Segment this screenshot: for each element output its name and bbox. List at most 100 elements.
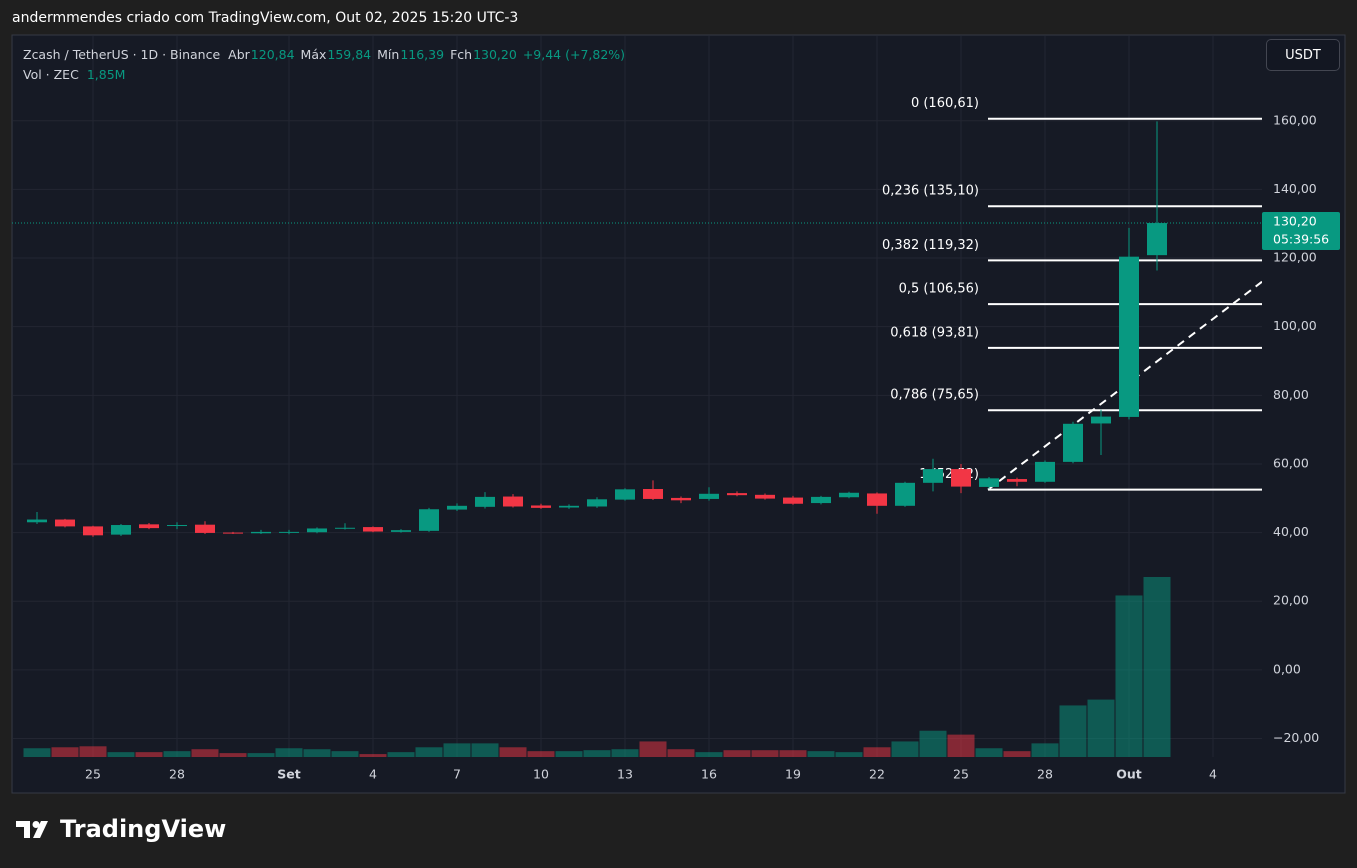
volume-bar — [779, 750, 807, 757]
candle-body — [447, 505, 467, 510]
volume-value: 1,85M — [86, 67, 126, 82]
candle-body — [503, 496, 523, 507]
candle-body — [139, 524, 159, 529]
y-tick-label: 60,00 — [1273, 455, 1309, 470]
volume-bar — [191, 749, 219, 757]
ohlc-key: Mín — [377, 47, 400, 62]
candle-body — [391, 530, 411, 532]
candle-body — [643, 488, 663, 499]
caption: andermmendes criado com TradingView.com,… — [12, 10, 518, 26]
volume-bar — [527, 751, 555, 757]
x-tick-label: 10 — [533, 767, 549, 782]
x-tick-label: 13 — [617, 767, 633, 782]
candle-body — [195, 524, 215, 533]
volume-bar — [1059, 705, 1087, 757]
candle-body — [811, 496, 831, 504]
candle-body — [1035, 461, 1055, 482]
y-tick-label: 80,00 — [1273, 387, 1309, 402]
x-tick-label: 4 — [1209, 767, 1217, 782]
volume-bar — [499, 747, 527, 757]
volume-bar — [583, 750, 611, 757]
candle-body — [559, 505, 579, 508]
legend-row: Zcash / TetherUS · 1D · Binance Abr120,84… — [23, 45, 631, 65]
volume-bar — [1031, 743, 1059, 757]
fib-label: 0,786 (75,65) — [890, 388, 979, 403]
change: +9,44 (+7,82%) — [522, 47, 626, 62]
volume-bar — [359, 754, 387, 757]
volume-bar — [135, 752, 163, 757]
volume-bar — [443, 743, 471, 757]
volume-bar — [1115, 595, 1143, 757]
candle-body — [951, 469, 971, 487]
candles — [27, 121, 1167, 537]
candle-body — [587, 499, 607, 507]
volume-bar — [975, 748, 1003, 757]
volume — [23, 576, 1171, 757]
y-tick-label: 160,00 — [1273, 112, 1317, 127]
volume-name: Vol · ZEC — [23, 67, 79, 82]
volume-bar — [835, 752, 863, 757]
volume-bar — [107, 752, 135, 757]
volume-bar — [387, 752, 415, 757]
candle-body — [1063, 423, 1083, 462]
volume-bar — [947, 734, 975, 757]
ohlc-value: 116,39 — [400, 47, 445, 62]
volume-bar — [79, 746, 107, 757]
candle-body — [167, 525, 187, 527]
candle-body — [1091, 416, 1111, 424]
x-tick-label: 19 — [785, 767, 801, 782]
ohlc-key: Fch — [450, 47, 473, 62]
volume-bar — [163, 751, 191, 757]
x-tick-label: 7 — [453, 767, 461, 782]
candle-body — [363, 527, 383, 532]
y-tick-label: −20,00 — [1273, 730, 1319, 745]
volume-bar — [1003, 751, 1031, 757]
legend-row: Vol · ZEC 1,85M — [23, 65, 631, 85]
ohlc-key: Máx — [300, 47, 327, 62]
x-tick-label: 28 — [1037, 767, 1053, 782]
ohlc-key: Abr — [228, 47, 250, 62]
brand-logo: TradingView — [16, 815, 226, 843]
y-tick-label: 100,00 — [1273, 318, 1317, 333]
volume-bar — [667, 749, 695, 757]
y-tick-label: 40,00 — [1273, 524, 1309, 539]
y-tick-label: 120,00 — [1273, 250, 1317, 265]
currency-button[interactable]: USDT — [1266, 39, 1340, 71]
volume-bar — [219, 753, 247, 757]
volume-bar — [331, 751, 359, 757]
candle-body — [223, 532, 243, 534]
candle-body — [727, 493, 747, 496]
x-tick-label: 25 — [953, 767, 969, 782]
volume-bar — [1143, 576, 1171, 757]
x-tick-label: Set — [277, 767, 300, 782]
volume-bar — [303, 749, 331, 757]
axes: 160,00140,00120,00100,0080,0060,0040,002… — [12, 112, 1340, 782]
volume-bar — [23, 748, 51, 757]
candle-body — [335, 527, 355, 529]
volume-bar — [471, 743, 499, 757]
candle-body — [475, 496, 495, 507]
ohlc-value: 120,84 — [250, 47, 295, 62]
volume-bar — [863, 747, 891, 757]
fib-label: 0,618 (93,81) — [890, 325, 979, 340]
candle-body — [699, 493, 719, 499]
candle-body — [1007, 479, 1027, 482]
volume-bar — [891, 741, 919, 757]
ohlc-value: 159,84 — [327, 47, 372, 62]
brand: TradingView — [60, 815, 226, 843]
candle-body — [783, 497, 803, 504]
x-tick-label: Out — [1116, 767, 1142, 782]
volume-bar — [919, 730, 947, 757]
fib-label: 0 (160,61) — [911, 96, 979, 111]
legend: Zcash / TetherUS · 1D · Binance Abr120,84… — [23, 45, 631, 85]
candle-body — [867, 493, 887, 506]
volume-bar — [415, 747, 443, 757]
symbol: Zcash / TetherUS · 1D · Binance — [23, 47, 221, 62]
candle-body — [1119, 256, 1139, 417]
volume-bar — [247, 753, 275, 757]
price-label-box — [1262, 212, 1340, 251]
x-tick-label: 25 — [85, 767, 101, 782]
x-tick-label: 4 — [369, 767, 377, 782]
candle-body — [55, 519, 75, 527]
